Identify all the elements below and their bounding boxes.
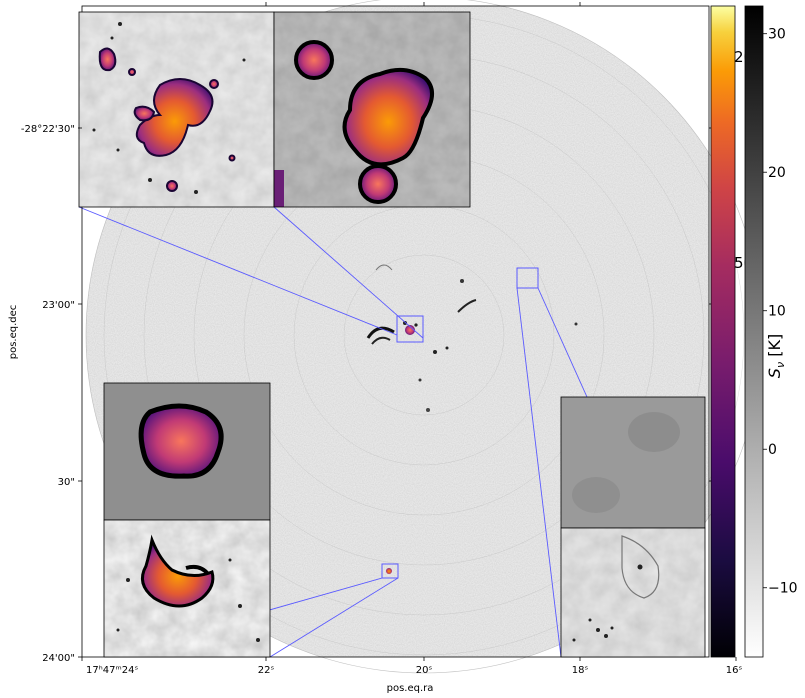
colorbar-label: Sν [K]	[765, 334, 787, 378]
inset-top-left	[78, 11, 471, 208]
colorbar-label-main: S	[765, 368, 784, 378]
colorbar-label-sub: ν	[774, 362, 787, 368]
cb-gray-tick-label-0: −10	[768, 581, 798, 597]
cb-gray-tick-label-1: 0	[768, 442, 777, 458]
x-axis-label: pos.eq.ra	[387, 683, 434, 694]
zoom-box-right	[516, 267, 539, 289]
x-tick-0: 17ʰ47ᵐ24ˢ	[86, 665, 138, 676]
y-tick-2: 30"	[58, 477, 75, 488]
cb-gray-tick-label-4: 30	[768, 27, 786, 43]
colorbar-label-unit: [K]	[765, 334, 784, 362]
x-tick-3: 18ˢ	[572, 665, 589, 676]
y-tick-1: 23'00"	[42, 300, 75, 311]
x-tick-labels: 17ʰ47ᵐ24ˢ 22ˢ 20ˢ 18ˢ 16ˢ	[86, 665, 742, 676]
zoom-box-center	[396, 315, 424, 343]
y-axis-label: pos.eq.dec	[8, 305, 19, 360]
inset-bottom-right	[560, 396, 706, 658]
x-tick-1: 22ˢ	[258, 665, 275, 676]
y-tick-labels: -28°22'30" 23'00" 30" 24'00"	[21, 124, 75, 664]
cb-gray-tick-label-2: 10	[768, 304, 786, 320]
y-tick-0: -28°22'30"	[21, 124, 75, 135]
colorbar-gray: −10 0 10 20 30 Sν [K]	[744, 5, 798, 658]
zoom-box-bottom	[381, 563, 399, 579]
cb-gray-tick-label-3: 20	[768, 165, 786, 181]
x-tick-4: 16ˢ	[726, 665, 743, 676]
inset-bottom-left	[103, 382, 271, 658]
x-tick-2: 20ˢ	[416, 665, 433, 676]
y-tick-3: 24'00"	[42, 653, 75, 664]
central-sources	[366, 264, 578, 574]
